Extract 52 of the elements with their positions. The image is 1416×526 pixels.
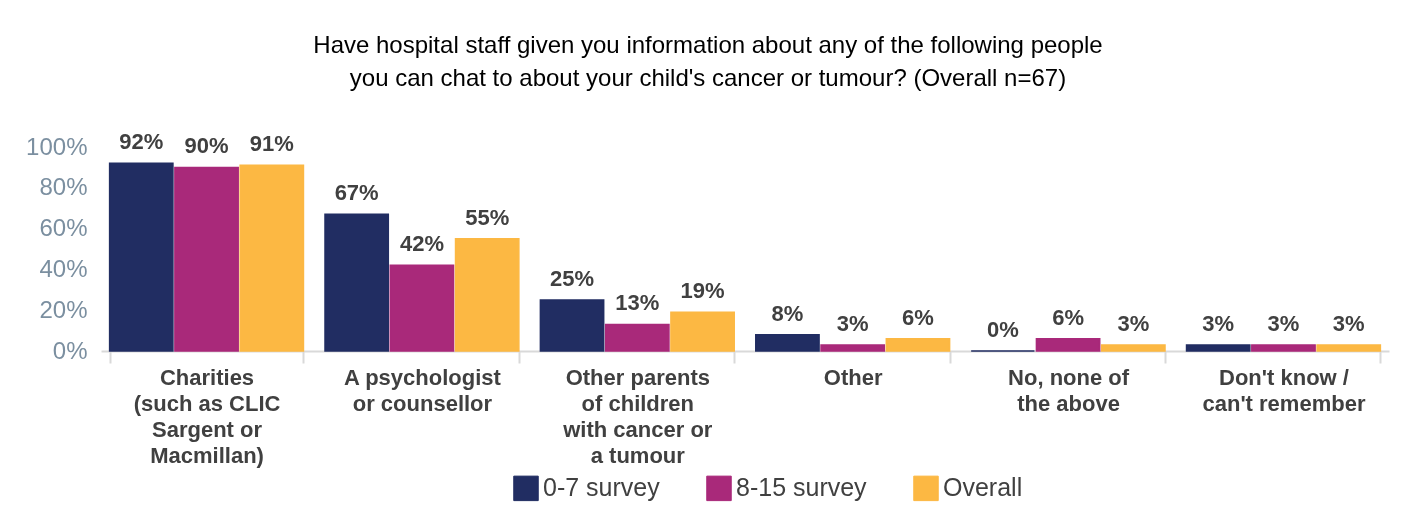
y-tick-label: 60% <box>39 214 88 242</box>
bar <box>1035 338 1101 352</box>
data-label: 3% <box>836 310 869 336</box>
x-tick-label: No, none of the above <box>1008 364 1130 416</box>
legend-label: Overall <box>943 473 1023 502</box>
data-label: 92% <box>119 129 164 155</box>
text: you can chat to about your child's cancer or tumour? (Overall n=67) <box>349 64 1067 92</box>
x-tick-label: Charities (such as CLIC Sargent or Macmillan) <box>133 364 281 468</box>
bar <box>239 164 305 352</box>
bar <box>389 264 455 352</box>
data-label: 3% <box>1117 310 1150 336</box>
bar <box>885 338 951 352</box>
x-tick-label: Don't know / can't remember <box>1202 364 1366 416</box>
data-label: 3% <box>1202 310 1235 336</box>
data-label: 0% <box>986 317 1019 342</box>
bar <box>324 213 390 352</box>
data-label: 6% <box>902 304 934 330</box>
bar <box>108 162 174 352</box>
data-label: 42% <box>399 231 444 257</box>
data-label: 19% <box>680 278 725 304</box>
data-label: 8% <box>771 300 804 326</box>
data-label: 13% <box>615 290 660 316</box>
bar <box>454 238 520 352</box>
x-tick-label: A psychologist or counsellor <box>343 364 502 416</box>
bar <box>1316 344 1382 352</box>
text: Have hospital staff given you information about any of the following people <box>313 31 1103 59</box>
bar <box>174 166 239 352</box>
y-tick-label: 0% <box>52 336 88 364</box>
bar <box>604 323 670 352</box>
data-label: 3% <box>1267 310 1300 336</box>
y-tick-label: 20% <box>39 295 88 323</box>
x-tick-label: Other <box>823 364 883 390</box>
y-tick-label: 40% <box>39 254 88 282</box>
data-label: 55% <box>465 204 510 230</box>
bar <box>1251 344 1316 352</box>
data-label: 25% <box>550 266 595 291</box>
data-label: 67% <box>334 180 379 206</box>
data-label: 90% <box>184 133 229 159</box>
bar <box>670 311 735 352</box>
y-tick-label: 80% <box>39 173 88 201</box>
bar <box>539 299 605 352</box>
data-label: 3% <box>1332 310 1365 336</box>
x-tick-label: Other parents of children with cancer or a tumour <box>562 364 713 468</box>
bar <box>755 333 820 352</box>
bar <box>820 344 886 352</box>
data-label: 91% <box>249 131 294 157</box>
data-label: 6% <box>1052 304 1084 330</box>
bar <box>1100 344 1166 352</box>
legend-label: 0-7 survey <box>543 473 661 502</box>
bar <box>1185 344 1251 352</box>
y-tick-label: 100% <box>26 132 88 160</box>
legend-label: 8-15 survey <box>736 473 868 502</box>
